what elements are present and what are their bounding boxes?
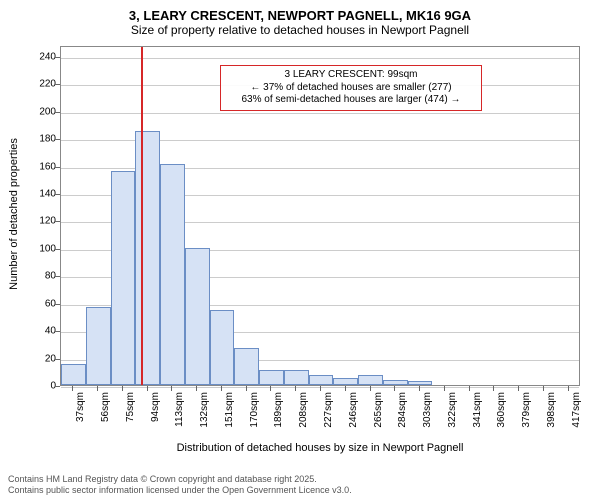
x-tick-label: 284sqm (397, 392, 408, 428)
histogram-bar (234, 348, 259, 385)
histogram-bar (383, 380, 408, 385)
y-tick-mark (55, 359, 60, 360)
x-tick-mark (345, 386, 346, 391)
x-tick-mark (270, 386, 271, 391)
x-tick-label: 113sqm (174, 392, 185, 427)
x-tick-mark (543, 386, 544, 391)
x-tick-mark (518, 386, 519, 391)
x-tick-mark (97, 386, 98, 391)
x-tick-label: 227sqm (323, 392, 334, 428)
x-tick-label: 417sqm (571, 392, 582, 428)
histogram-bar (111, 171, 136, 385)
y-tick-mark (55, 221, 60, 222)
x-tick-mark (568, 386, 569, 391)
annotation-line: 63% of semi-detached houses are larger (… (227, 94, 475, 107)
x-axis-label: Distribution of detached houses by size … (60, 442, 580, 454)
x-tick-mark (196, 386, 197, 391)
annotation-box: 3 LEARY CRESCENT: 99sqm← 37% of detached… (220, 65, 482, 111)
histogram-bar (135, 131, 160, 385)
y-tick-mark (55, 112, 60, 113)
histogram-bar (86, 307, 111, 385)
footer-line1: Contains HM Land Registry data © Crown c… (8, 474, 352, 485)
annotation-line: 3 LEARY CRESCENT: 99sqm (227, 69, 475, 82)
x-tick-mark (221, 386, 222, 391)
y-tick-mark (55, 276, 60, 277)
histogram-bar (210, 310, 235, 385)
x-tick-label: 132sqm (199, 392, 210, 428)
x-tick-label: 56sqm (100, 392, 111, 422)
x-tick-label: 341sqm (472, 392, 483, 428)
x-tick-mark (444, 386, 445, 391)
x-tick-label: 189sqm (273, 392, 284, 428)
histogram-bar (185, 248, 210, 385)
x-tick-label: 208sqm (298, 392, 309, 428)
x-tick-mark (493, 386, 494, 391)
x-tick-label: 37sqm (75, 392, 86, 422)
footer-line2: Contains public sector information licen… (8, 485, 352, 496)
histogram-bar (284, 370, 309, 385)
gridline (61, 113, 579, 114)
x-tick-label: 75sqm (125, 392, 136, 422)
y-tick-mark (55, 331, 60, 332)
x-tick-mark (246, 386, 247, 391)
chart-subtitle: Size of property relative to detached ho… (0, 23, 600, 37)
footer-attribution: Contains HM Land Registry data © Crown c… (8, 474, 352, 496)
x-tick-mark (419, 386, 420, 391)
x-tick-mark (295, 386, 296, 391)
x-tick-mark (171, 386, 172, 391)
histogram-bar (333, 378, 358, 385)
histogram-bar (408, 381, 433, 385)
x-tick-mark (147, 386, 148, 391)
x-tick-label: 398sqm (546, 392, 557, 428)
x-tick-mark (122, 386, 123, 391)
y-tick-mark (55, 57, 60, 58)
histogram-bar (160, 164, 185, 385)
x-tick-label: 360sqm (496, 392, 507, 428)
annotation-line: ← 37% of detached houses are smaller (27… (227, 82, 475, 95)
histogram-bar (259, 370, 284, 385)
x-tick-label: 170sqm (249, 392, 260, 428)
y-tick-mark (55, 194, 60, 195)
chart-plot-area: 3 LEARY CRESCENT: 99sqm← 37% of detached… (60, 46, 580, 386)
x-tick-label: 94sqm (150, 392, 161, 422)
x-tick-mark (370, 386, 371, 391)
histogram-bar (61, 364, 86, 385)
x-tick-mark (469, 386, 470, 391)
y-tick-mark (55, 167, 60, 168)
x-tick-label: 303sqm (422, 392, 433, 428)
x-tick-label: 151sqm (224, 392, 235, 428)
x-tick-label: 379sqm (521, 392, 532, 428)
gridline (61, 58, 579, 59)
x-tick-mark (394, 386, 395, 391)
x-tick-mark (320, 386, 321, 391)
chart-title: 3, LEARY CRESCENT, NEWPORT PAGNELL, MK16… (0, 0, 600, 23)
x-axis-ticks: 37sqm 56sqm 75sqm 94sqm 113sqm 132sqm 151sqm 17… (60, 386, 580, 446)
histogram-bar (309, 375, 334, 385)
x-tick-label: 265sqm (373, 392, 384, 428)
y-tick-mark (55, 139, 60, 140)
x-tick-label: 322sqm (447, 392, 458, 428)
x-tick-mark (72, 386, 73, 391)
y-tick-mark (55, 249, 60, 250)
y-axis-label: Number of detached properties (8, 44, 20, 384)
reference-marker-line (141, 47, 143, 385)
y-tick-mark (55, 304, 60, 305)
y-tick-mark (55, 84, 60, 85)
histogram-bar (358, 375, 383, 385)
x-tick-label: 246sqm (348, 392, 359, 428)
